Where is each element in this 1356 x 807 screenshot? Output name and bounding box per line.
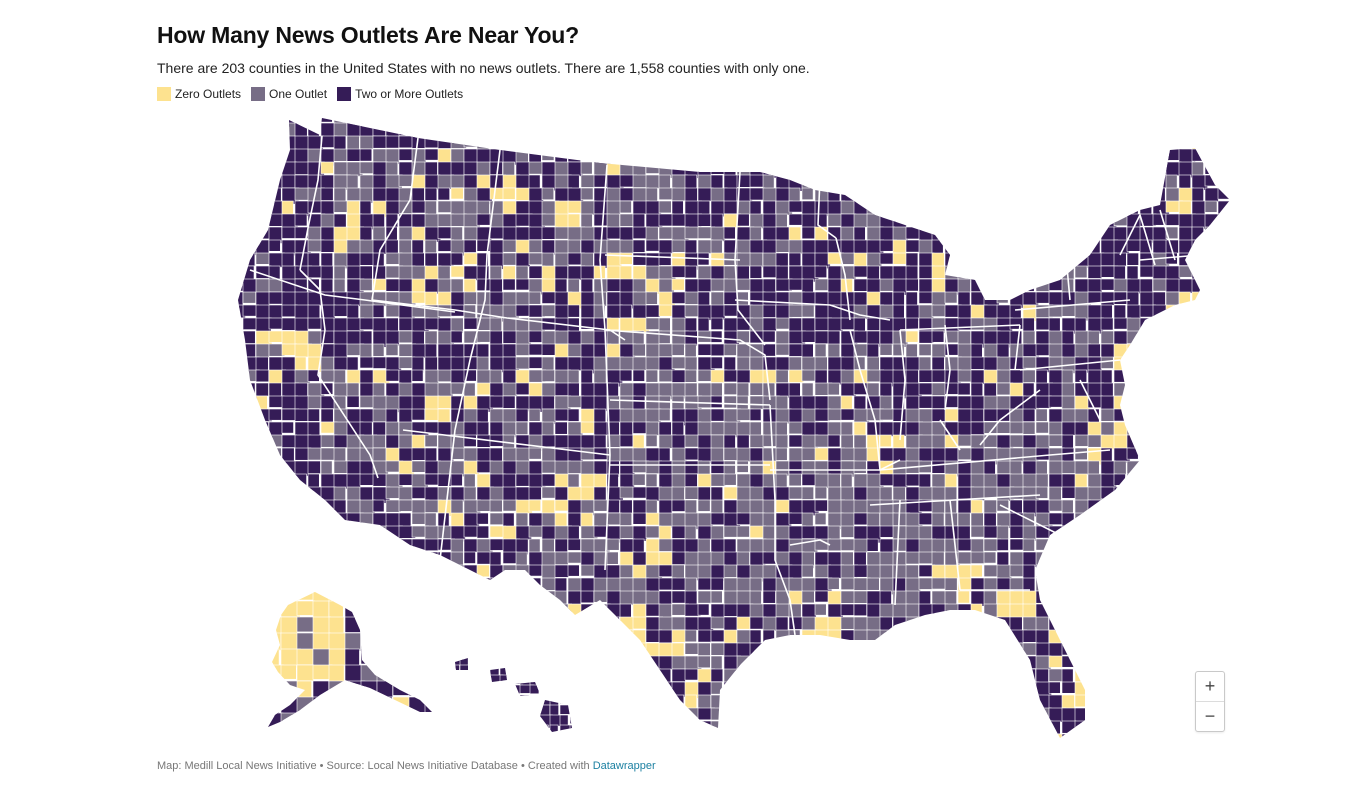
alaska-counties[interactable] (265, 585, 445, 744)
county-map[interactable] (157, 112, 1232, 744)
map-title: How Many News Outlets Are Near You? (157, 22, 580, 48)
legend-label-zero: Zero Outlets (175, 87, 242, 101)
legend-label-one: One Outlet (269, 87, 328, 101)
map-footer: Map: Medill Local News Initiative • Sour… (157, 760, 656, 772)
zoom-out-button[interactable]: − (1196, 701, 1224, 731)
zoom-control: + − (1195, 671, 1225, 732)
map-subtitle: There are 203 counties in the United Sta… (157, 60, 810, 76)
legend: Zero Outlets One Outlet Two or More Outl… (157, 87, 463, 101)
footer-credit: Map: Medill Local News Initiative • Sour… (157, 760, 593, 772)
hawaii-counties[interactable] (450, 655, 584, 739)
conus-counties[interactable] (230, 112, 1232, 744)
legend-item-two-plus: Two or More Outlets (337, 87, 463, 101)
legend-label-two-plus: Two or More Outlets (355, 87, 464, 101)
map-svg[interactable] (157, 112, 1232, 744)
legend-swatch-one (251, 87, 266, 101)
datawrapper-link[interactable]: Datawrapper (592, 760, 656, 772)
state-borders (249, 135, 1201, 636)
legend-item-zero: Zero Outlets (157, 87, 241, 101)
zoom-in-button[interactable]: + (1204, 676, 1216, 696)
legend-item-one: One Outlet (251, 87, 327, 101)
legend-swatch-two-plus (337, 87, 352, 101)
legend-swatch-zero (157, 87, 171, 101)
